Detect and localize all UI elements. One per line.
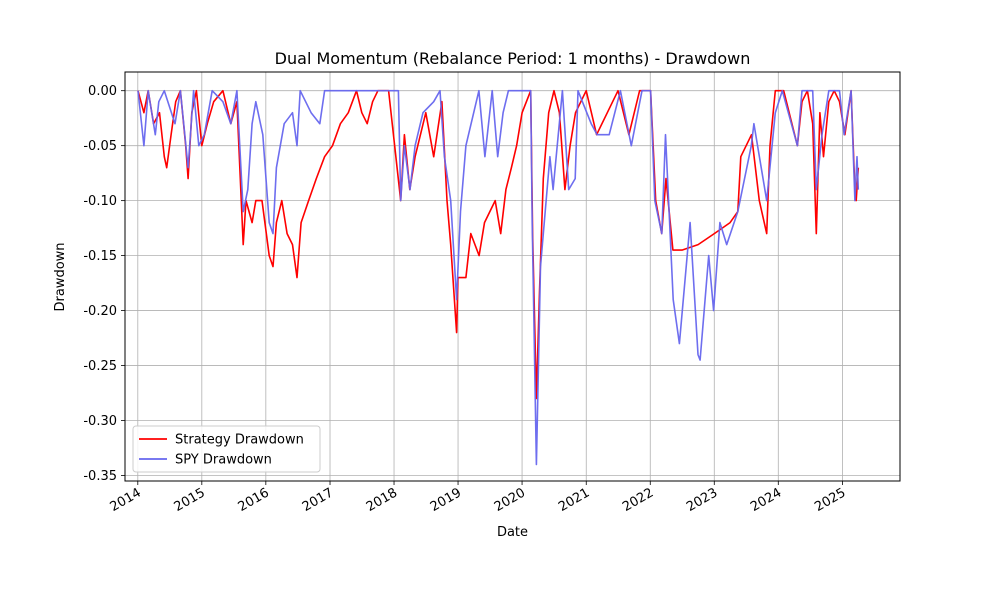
x-tick-label: 2019 bbox=[428, 485, 464, 515]
y-tick-label: 0.00 bbox=[88, 84, 117, 99]
x-tick-label: 2015 bbox=[172, 485, 208, 515]
axes-frame bbox=[124, 71, 901, 482]
y-tick-label: -0.05 bbox=[83, 139, 117, 154]
x-tick-label: 2022 bbox=[620, 485, 656, 515]
y-tick-label: -0.25 bbox=[83, 359, 117, 374]
x-tick-label: 2016 bbox=[236, 485, 272, 515]
x-axis-label: Date bbox=[497, 525, 528, 540]
legend: Strategy Drawdown SPY Drawdown bbox=[132, 425, 321, 473]
x-tick-label: 2014 bbox=[108, 485, 144, 515]
y-tick-label: -0.30 bbox=[83, 414, 117, 429]
x-tick-label: 2023 bbox=[684, 485, 720, 515]
legend-box bbox=[132, 425, 321, 473]
y-tick-label: -0.20 bbox=[83, 304, 117, 319]
x-tick-label: 2017 bbox=[300, 485, 336, 515]
series-line-strategy bbox=[137, 89, 860, 400]
y-tick-label: -0.15 bbox=[83, 249, 117, 264]
y-axis-label: Drawdown bbox=[53, 242, 68, 311]
x-tick-label: 2018 bbox=[364, 485, 400, 515]
x-tick-label: 2020 bbox=[492, 485, 528, 515]
legend-label: SPY Drawdown bbox=[175, 453, 272, 468]
legend-label: Strategy Drawdown bbox=[175, 433, 304, 448]
y-tick-label: -0.35 bbox=[83, 469, 117, 484]
series-group bbox=[137, 89, 860, 466]
x-tick-label: 2021 bbox=[556, 485, 592, 515]
series-line-spy bbox=[137, 89, 860, 466]
y-tick-label: -0.10 bbox=[83, 194, 117, 209]
chart-title: Dual Momentum (Rebalance Period: 1 month… bbox=[275, 49, 751, 68]
grid bbox=[125, 72, 900, 481]
x-tick-label: 2025 bbox=[812, 485, 848, 515]
x-tick-label: 2024 bbox=[748, 485, 784, 515]
